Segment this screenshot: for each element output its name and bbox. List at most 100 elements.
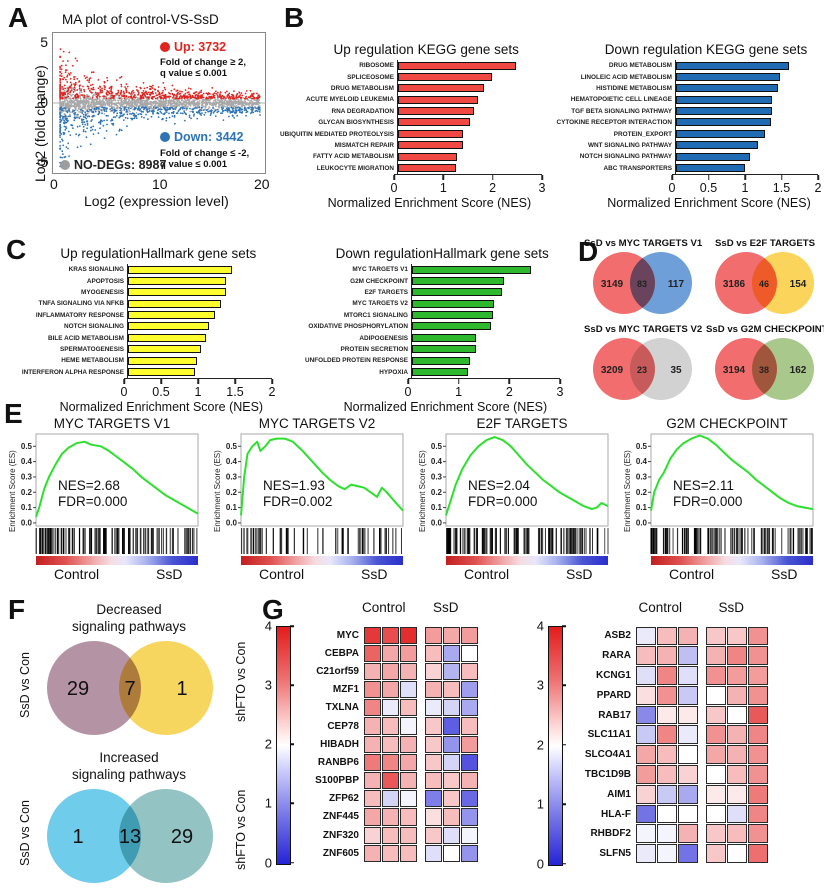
bar <box>412 356 471 365</box>
colorbar-tick-label: 0 <box>536 856 544 872</box>
x-axis-tick <box>780 174 783 180</box>
heatmap-cell <box>747 685 768 705</box>
heatmap-cell <box>424 626 442 644</box>
legend-nodegs-dot <box>60 160 70 170</box>
phenotype-gradient-bar <box>446 556 608 565</box>
bar <box>128 368 195 377</box>
bar-row: E2F TARGETS <box>280 286 566 299</box>
heatmap-cell <box>460 735 478 753</box>
bar-row: CYTOKINE RECEPTOR INTERACTION <box>552 116 824 129</box>
heatmap-cell <box>399 717 417 735</box>
bar-row: INFLAMMATORY RESPONSE <box>2 309 278 321</box>
heatmap-cell <box>381 790 399 808</box>
heatmap-cell <box>705 626 726 646</box>
heatmap-cell <box>677 666 698 685</box>
venn-right-circle <box>630 338 692 400</box>
heatmap-cell <box>705 646 726 666</box>
gsea-plot-border <box>35 433 199 527</box>
fdr-value: FDR=0.000 <box>468 494 537 509</box>
bar-row: PROTEIN SECRETION <box>280 343 566 356</box>
heatmap-cell <box>677 765 698 784</box>
bar-category-label: MTORC1 SIGNALING <box>343 311 408 319</box>
fdr-value: FDR=0.000 <box>58 494 127 509</box>
heatmap-cell <box>363 735 381 753</box>
x-axis-tick-label: 2 <box>814 180 822 195</box>
colorbar-tick <box>290 625 294 627</box>
bar-track <box>397 116 546 129</box>
bar-category-label: MISMATCH REPAIR <box>334 141 394 149</box>
gsea-plot-border <box>650 433 814 527</box>
colorbar-tick <box>562 625 566 627</box>
gene-label: SLFN5 <box>599 848 631 860</box>
x-axis-tick <box>491 174 494 180</box>
bar <box>412 333 477 342</box>
heatmap-cell <box>747 745 768 765</box>
gsea-ytick-label: 0.4 <box>431 457 443 466</box>
bar-category-label: SPERMATOGENESIS <box>59 345 124 353</box>
heatmap-cell <box>705 784 726 804</box>
colorbar-tick <box>562 862 566 865</box>
heatmap-cell <box>747 844 768 864</box>
bar-row: ADIPOGENESIS <box>280 332 566 344</box>
heatmap-cell <box>726 725 747 745</box>
bar-category-label: LINOLEIC ACID METABOLISM <box>580 73 672 81</box>
bar <box>676 61 790 70</box>
heatmap-cell <box>381 753 399 771</box>
heatmap-cell <box>677 626 698 646</box>
heatmap-cell <box>705 705 726 725</box>
bar-category-label: HISTIDINE METABOLISM <box>596 84 672 92</box>
heatmap-cell <box>399 772 417 790</box>
venn-f-1: Decreased signaling pathways 29 7 1 SsD vs Co… <box>8 602 250 748</box>
venn-title-line1: Increased <box>99 750 159 765</box>
heatmap-cell <box>399 844 417 862</box>
heatmap-cell <box>399 644 417 662</box>
heatmap-cell <box>747 824 768 844</box>
x-axis: 0 0.5 1 1.5 2 <box>121 377 275 399</box>
group-label-control: Control <box>464 566 510 582</box>
venn-right-circle <box>752 338 814 400</box>
x-axis-tick <box>541 174 543 180</box>
scatter-points <box>59 106 261 168</box>
heatmap-cell <box>363 826 381 844</box>
panel-label-f: F <box>8 594 26 625</box>
heatmap-cell <box>726 765 747 784</box>
heatmap-cell <box>381 844 399 862</box>
bar <box>128 311 216 320</box>
venn-right-count: 154 <box>790 279 807 290</box>
heatmap-cell <box>363 626 381 644</box>
column-group-ssd: SsD <box>718 600 745 615</box>
bar-row: MYOGENESIS <box>2 286 278 299</box>
gene-label: ZFP62 <box>328 793 359 805</box>
heatmap-cell <box>442 681 460 699</box>
axis-row: 0 1 2 3 <box>280 377 566 399</box>
venn-overlap-count: 38 <box>759 365 769 375</box>
heatmap-cell <box>363 844 381 862</box>
colorbar-tick <box>562 803 566 805</box>
heatmap-cell <box>381 662 399 681</box>
venn-left-count: 29 <box>67 678 89 700</box>
x-axis-label: Log2 (expression level) <box>84 193 229 209</box>
heatmap-cell <box>424 844 442 862</box>
heatmap-row: MYC <box>297 626 478 644</box>
bar-category-label: MYC TARGETS V1 <box>352 266 408 274</box>
heatmap-row: S100PBP <box>297 772 478 790</box>
venn-left-count: 3209 <box>601 365 624 376</box>
bar-category-label: FATTY ACID METABOLISM <box>312 153 394 161</box>
group-label-ssd: SsD <box>156 566 183 582</box>
heatmap-cell <box>677 646 698 666</box>
bar-track <box>127 343 276 356</box>
x-axis-tick-label: 3 <box>556 384 564 399</box>
bar-track <box>397 162 546 174</box>
hallmark-down-bar-chart: Down regulationHallmark gene sets MYC TAR… <box>280 246 566 416</box>
gsea-ytick-label: 0.5 <box>21 442 33 451</box>
bar-track <box>397 94 546 106</box>
colorbar-tick <box>290 684 294 686</box>
heatmap-row: KCNG1 <box>569 666 768 686</box>
heatmap-cell <box>656 626 677 646</box>
bar-category-label: NOTCH SIGNALING PATHWAY <box>579 153 672 161</box>
heatmap-cell <box>656 705 677 725</box>
panel-label-g: G <box>262 594 284 625</box>
gene-label: MYC <box>336 629 359 641</box>
heatmap-left: Control SsD 4 3 2 1 0 MYC CEBPA C21orf59 MZF1 TXLNA… <box>256 600 494 888</box>
